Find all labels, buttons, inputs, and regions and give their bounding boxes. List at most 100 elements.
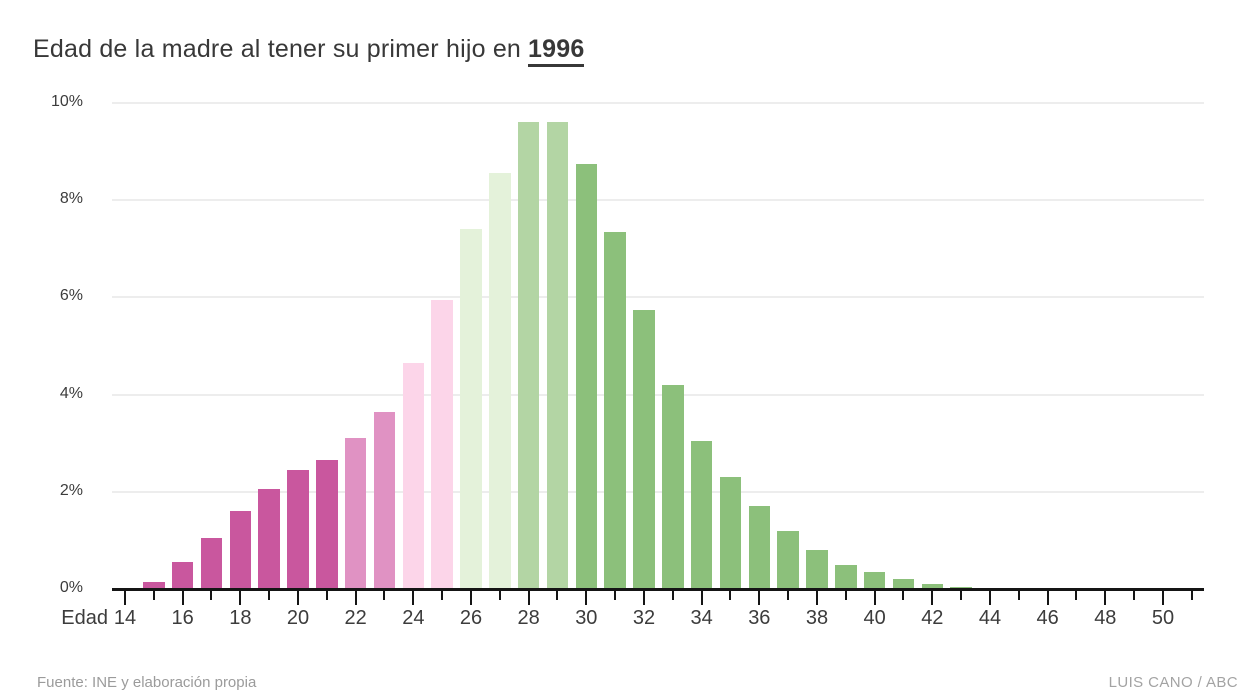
y-axis-label: 8% (59, 190, 83, 208)
x-tick-label-38: 38 (805, 607, 829, 629)
bar-age-31 (604, 232, 626, 589)
x-tick-49 (1133, 590, 1136, 600)
x-tick-42 (931, 590, 934, 605)
x-tick-label-16: 16 (171, 607, 194, 629)
y-axis-label: 4% (59, 384, 83, 402)
x-tick-31 (614, 590, 617, 600)
bar-age-33 (662, 385, 684, 589)
x-tick-16 (181, 590, 184, 605)
x-tick-20 (296, 590, 299, 605)
gridline-4% (112, 393, 1204, 396)
x-tick-27 (498, 590, 501, 600)
bar-age-35 (719, 477, 742, 589)
y-axis-label: 0% (59, 579, 83, 596)
source-note: Fuente: INE y elaboración propia (37, 674, 257, 691)
y-axis-label: 2% (59, 481, 83, 499)
x-tick-label-24: 24 (402, 607, 425, 629)
bar-age-40 (863, 572, 886, 589)
x-tick-label-26: 26 (459, 607, 483, 629)
gridline-2% (112, 490, 1204, 493)
x-tick-label-30: 30 (575, 607, 598, 629)
x-tick-23 (383, 590, 386, 600)
bar-age-28 (517, 122, 540, 589)
gridline-6% (112, 296, 1204, 299)
bar-age-18 (229, 511, 252, 589)
y-axis-label: 10% (50, 93, 83, 110)
bar-age-42 (921, 584, 944, 589)
x-axis-line (112, 588, 1204, 591)
x-tick-label-40: 40 (863, 607, 886, 629)
x-tick-label-18: 18 (229, 607, 252, 629)
bar-age-17 (200, 538, 223, 589)
x-tick-39 (844, 590, 847, 600)
bar-age-19 (258, 489, 280, 589)
x-tick-label-34: 34 (690, 607, 713, 629)
x-tick-43 (960, 590, 963, 600)
gridline-10% (112, 102, 1204, 104)
x-tick-38 (815, 590, 818, 605)
x-tick-22 (354, 590, 357, 605)
x-tick-label-20: 20 (286, 607, 310, 629)
x-tick-32 (642, 590, 645, 605)
bar-age-24 (402, 363, 425, 589)
x-tick-47 (1075, 590, 1078, 600)
x-tick-26 (469, 590, 472, 605)
bar-age-26 (460, 229, 482, 589)
bar-age-22 (344, 438, 367, 589)
x-tick-label-32: 32 (632, 607, 656, 629)
x-tick-46 (1046, 590, 1049, 605)
x-tick-label-48: 48 (1094, 607, 1117, 629)
x-tick-48 (1104, 590, 1107, 605)
bar-age-20 (287, 470, 309, 589)
chart-title: Edad de la madre al tener su primer hijo… (33, 33, 585, 67)
x-tick-34 (700, 590, 703, 605)
x-tick-17 (210, 590, 213, 600)
x-tick-50 (1161, 590, 1164, 605)
x-tick-label-22: 22 (344, 607, 367, 629)
x-tick-label-36: 36 (748, 607, 771, 629)
x-tick-label-44: 44 (978, 607, 1002, 629)
x-tick-41 (902, 590, 905, 600)
x-tick-51 (1190, 590, 1193, 600)
x-tick-45 (1017, 590, 1020, 600)
x-tick-14 (124, 590, 126, 605)
bar-age-36 (748, 506, 771, 589)
bar-age-25 (431, 300, 453, 589)
bar-age-23 (373, 412, 396, 589)
x-tick-29 (556, 590, 559, 600)
bar-age-41 (892, 579, 915, 589)
x-tick-15 (152, 590, 155, 600)
x-tick-40 (873, 590, 876, 605)
bar-age-32 (633, 310, 655, 589)
x-tick-24 (412, 590, 415, 605)
bar-age-38 (806, 550, 828, 589)
x-axis-title: Edad (61, 607, 108, 629)
gridline-8% (112, 199, 1204, 202)
x-tick-label-46: 46 (1036, 607, 1059, 629)
y-axis-label: 6% (59, 287, 83, 305)
x-tick-21 (325, 590, 328, 600)
bar-age-30 (575, 164, 598, 589)
bar-age-29 (546, 122, 569, 589)
x-tick-19 (268, 590, 271, 600)
author-credit: LUIS CANO / ABC (1108, 674, 1238, 691)
x-tick-35 (729, 590, 732, 600)
bar-age-15 (143, 582, 165, 589)
bar-age-34 (690, 441, 713, 589)
x-tick-label-42: 42 (921, 607, 944, 629)
bar-age-27 (489, 173, 511, 589)
bar-age-37 (777, 531, 799, 589)
x-tick-18 (239, 590, 242, 605)
x-tick-label-14: 14 (113, 607, 137, 629)
year-value[interactable]: 1996 (528, 34, 585, 67)
chart-title-text: Edad de la madre al tener su primer hijo… (33, 34, 522, 63)
x-tick-33 (671, 590, 674, 600)
bar-age-21 (316, 460, 338, 589)
x-tick-36 (758, 590, 761, 605)
x-tick-28 (527, 590, 530, 605)
x-tick-30 (585, 590, 588, 605)
x-tick-label-28: 28 (517, 607, 540, 629)
x-tick-44 (988, 590, 991, 605)
x-tick-37 (787, 590, 790, 600)
